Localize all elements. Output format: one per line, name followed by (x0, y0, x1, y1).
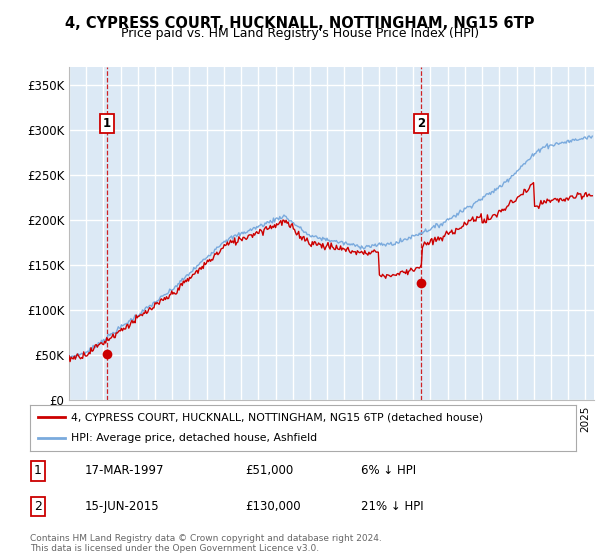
Text: 4, CYPRESS COURT, HUCKNALL, NOTTINGHAM, NG15 6TP (detached house): 4, CYPRESS COURT, HUCKNALL, NOTTINGHAM, … (71, 412, 483, 422)
Text: 2: 2 (34, 500, 42, 513)
Text: 4, CYPRESS COURT, HUCKNALL, NOTTINGHAM, NG15 6TP: 4, CYPRESS COURT, HUCKNALL, NOTTINGHAM, … (65, 16, 535, 31)
Text: 1: 1 (103, 118, 111, 130)
Text: Price paid vs. HM Land Registry's House Price Index (HPI): Price paid vs. HM Land Registry's House … (121, 27, 479, 40)
Text: £51,000: £51,000 (245, 464, 293, 478)
Text: HPI: Average price, detached house, Ashfield: HPI: Average price, detached house, Ashf… (71, 433, 317, 444)
Text: 21% ↓ HPI: 21% ↓ HPI (361, 500, 424, 513)
Text: 17-MAR-1997: 17-MAR-1997 (85, 464, 164, 478)
Text: 15-JUN-2015: 15-JUN-2015 (85, 500, 160, 513)
Text: 2: 2 (417, 118, 425, 130)
Text: £130,000: £130,000 (245, 500, 301, 513)
Text: 1: 1 (34, 464, 42, 478)
Text: Contains HM Land Registry data © Crown copyright and database right 2024.
This d: Contains HM Land Registry data © Crown c… (30, 534, 382, 553)
Text: 6% ↓ HPI: 6% ↓ HPI (361, 464, 416, 478)
